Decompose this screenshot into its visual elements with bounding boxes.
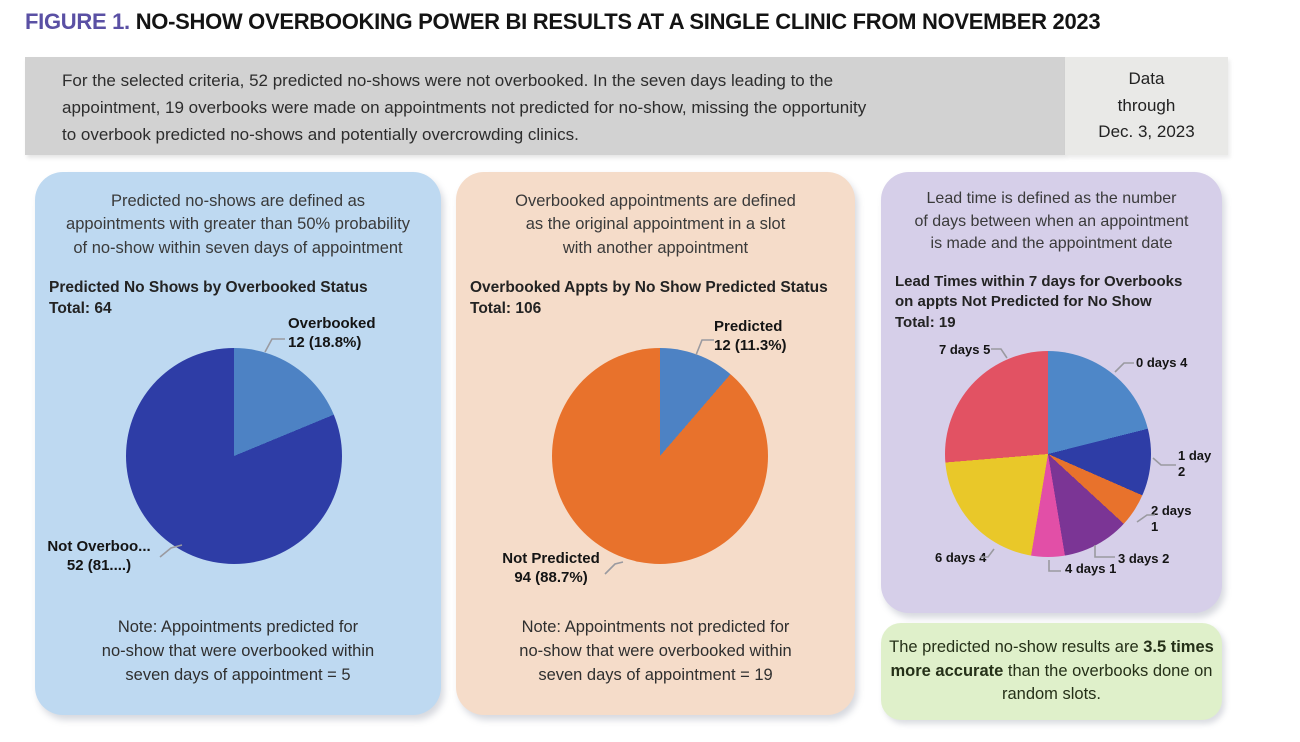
- panel-predicted-no-shows: Predicted no-shows are defined as appoin…: [35, 172, 441, 715]
- pie-slice-label-not-overbooked: Not Overboo... 52 (81....): [47, 538, 151, 574]
- pie-slice-label-2days: 2 days 1: [1151, 503, 1192, 535]
- callout-bold: 3.5 times more accurate: [890, 637, 1214, 680]
- data-through-box: Data through Dec. 3, 2023: [1065, 57, 1228, 155]
- note-text: Note: Appointments not predicted for no-…: [519, 618, 792, 684]
- pie-slice-label-6days: 6 days 4: [935, 550, 987, 565]
- pie-slice-label-7days: 7 days 5: [939, 342, 991, 357]
- note-text: Note: Appointments predicted for no-show…: [101, 618, 375, 684]
- figure-title: FIGURE 1. NO-SHOW OVERBOOKING POWER BI R…: [25, 9, 1290, 35]
- panel-overbooked-appts: Overbooked appointments are defined as t…: [456, 172, 855, 715]
- definition-text: Predicted no-shows are defined as appoin…: [66, 192, 410, 257]
- green-callout-text: The predicted no-show results are 3.5 ti…: [887, 636, 1217, 708]
- pie-chart-lead-times: [945, 351, 1151, 557]
- chart-title: Overbooked Appts by No Show Predicted St…: [470, 279, 828, 317]
- pie-slice-label-predicted: Predicted 12 (11.3%): [714, 318, 787, 354]
- definition-text: Lead time is defined as the number of da…: [914, 190, 1189, 253]
- pie-chart-no-show-predicted-status: [552, 348, 768, 564]
- callout-suffix: than the overbooks done on random slots.: [1001, 661, 1213, 704]
- green-callout: The predicted no-show results are 3.5 ti…: [881, 623, 1222, 720]
- data-through-text: Data through Dec. 3, 2023: [1098, 69, 1195, 142]
- pie-slice-label-overbooked: Overbooked 12 (18.8%): [288, 315, 376, 351]
- figure-title-text: NO-SHOW OVERBOOKING POWER BI RESULTS AT …: [135, 9, 1101, 34]
- pie-chart-overbooked-status: [126, 348, 342, 564]
- pie-slice-label-3days: 3 days 2: [1118, 551, 1170, 566]
- definition-text: Overbooked appointments are defined as t…: [515, 192, 796, 257]
- figure-label: FIGURE 1.: [25, 9, 130, 34]
- chart-title: Lead Times within 7 days for Overbooks o…: [895, 273, 1183, 331]
- callout-prefix: The predicted no-show results are: [889, 637, 1144, 656]
- summary-banner: For the selected criteria, 52 predicted …: [25, 57, 1065, 155]
- panel-lead-times: Lead time is defined as the number of da…: [881, 172, 1222, 613]
- summary-text: For the selected criteria, 52 predicted …: [62, 71, 867, 145]
- chart-title: Predicted No Shows by Overbooked Status …: [49, 279, 368, 317]
- pie-slice-label-0days: 0 days 4: [1136, 355, 1188, 370]
- pie-slice-label-4days: 4 days 1: [1065, 561, 1117, 576]
- pie-slice-label-not-predicted: Not Predicted 94 (88.7%): [502, 550, 600, 586]
- pie-slice-label-1day: 1 day 2: [1178, 448, 1212, 480]
